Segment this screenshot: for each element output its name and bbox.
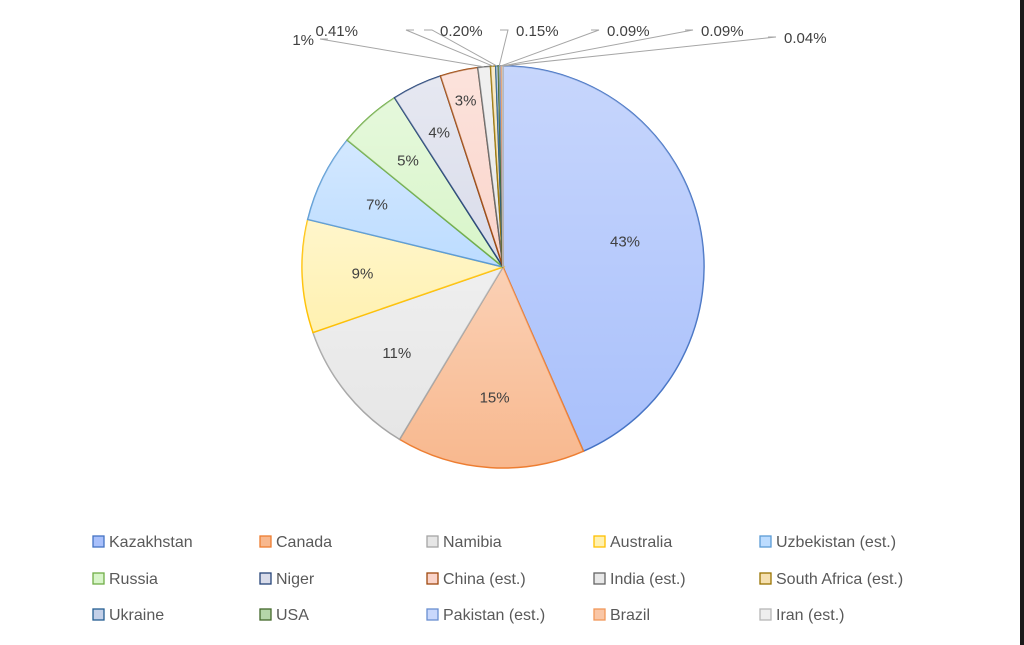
pie-slice-shade-china-est — [440, 67, 503, 267]
data-label-iran-est: 0.04% — [784, 30, 827, 47]
legend-swatch-ukraine — [92, 608, 105, 621]
data-label-kazakhstan: 43% — [610, 234, 640, 251]
legend-swatch-india-est — [593, 572, 606, 585]
leader-line-south-africa-est — [405, 29, 494, 67]
legend-item-iran-est: Iran (est.) — [759, 607, 844, 624]
legend-swatch-iran-est — [759, 608, 772, 621]
legend-item-kazakhstan: Kazakhstan — [92, 534, 193, 551]
pie-slice-shade-india-est — [477, 66, 503, 267]
legend-item-niger: Niger — [259, 571, 315, 588]
legend-label-brazil: Brazil — [610, 607, 650, 624]
leader-line-usa — [498, 29, 509, 67]
legend-label-niger: Niger — [276, 571, 315, 588]
legend-item-south-africa-est: South Africa (est.) — [759, 571, 903, 588]
pie-slice-shade-russia — [347, 97, 503, 267]
legend-item-russia: Russia — [92, 571, 158, 588]
data-label-canada: 15% — [480, 389, 510, 406]
legend-swatch-namibia — [426, 535, 439, 548]
data-label-niger: 4% — [428, 125, 450, 142]
leader-lines — [319, 29, 777, 68]
right-window-edge — [1020, 0, 1024, 645]
pie-slice-shade-niger — [394, 75, 503, 268]
data-label-namibia: 11% — [382, 345, 411, 362]
data-label-south-africa-est: 0.41% — [315, 23, 358, 40]
pie-slice-shade-uzbekistan-est — [307, 140, 503, 267]
legend-item-uzbekistan-est: Uzbekistan (est.) — [759, 534, 896, 551]
legend-swatch-russia — [92, 572, 105, 585]
legend-item-australia: Australia — [593, 534, 672, 551]
legend-item-china-est: China (est.) — [426, 571, 526, 588]
data-label-brazil: 0.09% — [701, 23, 744, 40]
data-label-india-est: 1% — [292, 32, 314, 49]
legend-swatch-usa — [259, 608, 272, 621]
legend-item-pakistan-est: Pakistan (est.) — [426, 607, 545, 624]
legend-item-brazil: Brazil — [593, 607, 650, 624]
legend-item-ukraine: Ukraine — [92, 607, 164, 624]
legend-swatch-uzbekistan-est — [759, 535, 772, 548]
legend-label-pakistan-est: Pakistan (est.) — [443, 607, 545, 624]
leader-line-india-est — [319, 38, 485, 68]
legend-label-india-est: India (est.) — [610, 571, 686, 588]
pie-slice-shade-south-africa-est — [490, 66, 503, 267]
data-label-russia: 5% — [397, 153, 419, 170]
legend-swatch-pakistan-est — [426, 608, 439, 621]
data-label-australia: 9% — [352, 266, 374, 283]
data-label-ukraine: 0.20% — [440, 23, 483, 40]
legend-swatch-australia — [593, 535, 606, 548]
legend-label-iran-est: Iran (est.) — [776, 607, 844, 624]
leader-line-iran-est — [502, 36, 777, 67]
legend-label-namibia: Namibia — [443, 534, 502, 551]
pie-slice-shade-iran-est — [502, 65, 503, 267]
leader-line-ukraine — [424, 29, 498, 67]
legend-swatch-south-africa-est — [759, 572, 772, 585]
data-label-usa: 0.15% — [516, 23, 559, 40]
legend-swatch-china-est — [426, 572, 439, 585]
leader-line-pakistan-est — [500, 29, 600, 67]
pie-slice-shade-kazakhstan — [503, 66, 704, 452]
pie-slice-shade-namibia — [313, 267, 503, 440]
data-label-china-est: 3% — [455, 92, 477, 109]
legend-swatch-canada — [259, 535, 272, 548]
legend-swatch-kazakhstan — [92, 535, 105, 548]
legend-swatch-niger — [259, 572, 272, 585]
data-label-pakistan-est: 0.09% — [607, 23, 650, 40]
legend-label-usa: USA — [276, 607, 309, 624]
legend-label-kazakhstan: Kazakhstan — [109, 534, 193, 551]
legend-item-canada: Canada — [259, 534, 332, 551]
pie-slice-shade-australia — [302, 219, 503, 333]
legend-label-australia: Australia — [610, 534, 672, 551]
legend-item-usa: USA — [259, 607, 309, 624]
legend-item-india-est: India (est.) — [593, 571, 686, 588]
legend-label-china-est: China (est.) — [443, 571, 526, 588]
legend-item-namibia: Namibia — [426, 534, 502, 551]
data-labels: 43% 15% 11% 9% 7% 5% 4% 3% 1%0.41% 0.20% 0.15% 0.09… — [292, 23, 826, 406]
legend-label-russia: Russia — [109, 571, 158, 588]
legend-swatch-brazil — [593, 608, 606, 621]
pie-slices — [301, 65, 705, 469]
leader-line-brazil — [501, 29, 694, 67]
legend-label-uzbekistan-est: Uzbekistan (est.) — [776, 534, 896, 551]
legend-label-south-africa-est: South Africa (est.) — [776, 571, 903, 588]
legend-label-canada: Canada — [276, 534, 332, 551]
data-label-uzbekistan-est: 7% — [366, 196, 388, 213]
legend-label-ukraine: Ukraine — [109, 607, 164, 624]
legend: Kazakhstan Canada Namibia Australia Uzbekist… — [92, 534, 903, 624]
pie-slice-shade-canada — [399, 267, 584, 469]
